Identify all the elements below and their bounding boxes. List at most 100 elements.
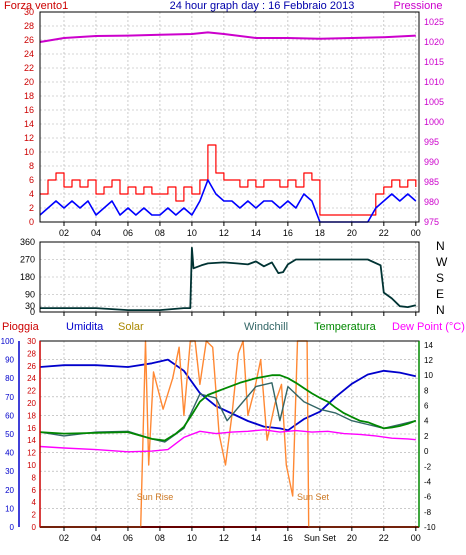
right-tick-label: 1020 <box>424 37 444 47</box>
x-tick-label: 00 <box>411 533 421 543</box>
dewpoint-line <box>39 429 416 453</box>
solar-tick-label: 18 <box>27 411 36 420</box>
x-tick-label: 12 <box>219 533 229 543</box>
right-tick-label: 1005 <box>424 97 444 107</box>
right-tick-label: 1000 <box>424 117 444 127</box>
solar-tick-label: 2 <box>32 511 37 520</box>
left-tick-label: 6 <box>29 175 34 185</box>
legend-dewpoint: Dew Point (°C) <box>392 321 465 333</box>
x-tick-label: 14 <box>251 228 261 238</box>
wind-pressure-series <box>39 31 417 223</box>
x-tick-label: 20 <box>347 228 357 238</box>
sunset-label: Sun Set <box>297 492 330 502</box>
right-tick-label: 980 <box>424 197 439 207</box>
humidity-tick-label: 10 <box>5 504 14 513</box>
x-tick-label: 04 <box>91 228 101 238</box>
direction-tick-label: 30 <box>25 301 35 311</box>
humidity-tick-label: 60 <box>5 411 14 420</box>
solar-tick-label: 30 <box>27 337 36 346</box>
x-tick-label: 10 <box>187 228 197 238</box>
legend-rain: Pioggia <box>2 321 40 333</box>
temperature-tick-label: 12 <box>424 356 433 365</box>
wind-pressure-frame <box>39 11 420 223</box>
temperature-tick-label: -8 <box>424 508 432 517</box>
x-tick-label: 20 <box>347 533 357 543</box>
humidity-tick-label: 30 <box>5 467 14 476</box>
legend-windchill: Windchill <box>244 321 288 333</box>
left-tick-label: 28 <box>24 21 34 31</box>
direction-tick-label: 270 <box>20 255 35 265</box>
right-tick-label: 990 <box>424 157 439 167</box>
x-tick-label: Sun Set <box>304 533 337 543</box>
weather-legend: Pioggia Umidita Solar Windchill Temperat… <box>2 321 465 333</box>
left-tick-label: 8 <box>29 161 34 171</box>
weather-axes: 0102030405060708090100024681012141618202… <box>1 337 436 543</box>
wind-direction-grid <box>40 241 419 313</box>
solar-tick-label: 0 <box>32 523 37 532</box>
x-tick-label: 10 <box>187 533 197 543</box>
legend-humidity: Umidita <box>66 321 104 333</box>
direction-tick-label: 90 <box>25 290 35 300</box>
direction-tick-label: 360 <box>20 237 35 247</box>
solar-tick-label: 8 <box>32 473 37 482</box>
left-tick-label: 10 <box>24 147 34 157</box>
solar-tick-label: 12 <box>27 449 36 458</box>
left-tick-label: 14 <box>24 119 34 129</box>
x-tick-label: 12 <box>219 228 229 238</box>
x-tick-label: 16 <box>283 228 293 238</box>
left-tick-label: 2 <box>29 203 34 213</box>
solar-tick-label: 28 <box>27 349 36 358</box>
temperature-tick-label: 14 <box>424 341 433 350</box>
temperature-tick-label: 10 <box>424 371 433 380</box>
solar-tick-label: 10 <box>27 461 36 470</box>
right-tick-label: 1015 <box>424 57 444 67</box>
right-tick-label: 1010 <box>424 77 444 87</box>
temperature-tick-label: -2 <box>424 462 432 471</box>
humidity-tick-label: 20 <box>5 486 14 495</box>
humidity-tick-label: 50 <box>5 430 14 439</box>
humidity-tick-label: 90 <box>5 356 14 365</box>
humidity-tick-label: 40 <box>5 449 14 458</box>
chart-title: 24 hour graph day : 16 Febbraio 2013 <box>170 0 355 12</box>
humidity-tick-label: 80 <box>5 374 14 383</box>
wind-pressure-axes: 0246810121416182022242628309759809859909… <box>24 7 444 238</box>
solar-tick-label: 24 <box>27 374 36 383</box>
solar-line <box>40 340 419 528</box>
left-tick-label: 30 <box>24 7 34 17</box>
left-tick-label: 0 <box>29 217 34 227</box>
right-tick-label: 975 <box>424 217 439 227</box>
humidity-tick-label: 100 <box>1 337 15 346</box>
left-tick-label: 18 <box>24 91 34 101</box>
compass-label: E <box>436 287 444 301</box>
left-tick-label: 4 <box>29 189 34 199</box>
right-tick-label: 985 <box>424 177 439 187</box>
humidity-tick-label: 0 <box>10 523 15 532</box>
x-tick-label: 22 <box>379 228 389 238</box>
left-tick-label: 16 <box>24 105 34 115</box>
right-tick-label: 1025 <box>424 17 444 27</box>
right-axis-title: Pressione <box>394 0 443 12</box>
direction-tick-label: 0 <box>30 307 35 317</box>
solar-tick-label: 22 <box>27 387 36 396</box>
wind-pressure-grid <box>40 11 419 223</box>
solar-tick-label: 16 <box>27 424 36 433</box>
wind-direction-series <box>40 246 417 311</box>
solar-tick-label: 6 <box>32 486 37 495</box>
solar-tick-label: 14 <box>27 436 36 445</box>
x-tick-label: 08 <box>155 533 165 543</box>
temperature-tick-label: 2 <box>424 432 429 441</box>
temperature-tick-label: -10 <box>424 523 436 532</box>
x-tick-label: 00 <box>411 228 421 238</box>
x-tick-label: 14 <box>251 533 261 543</box>
temperature-tick-label: 6 <box>424 402 429 411</box>
legend-temperature: Temperatura <box>314 321 377 333</box>
direction-line <box>40 246 417 311</box>
solar-tick-label: 20 <box>27 399 36 408</box>
temperature-tick-label: -6 <box>424 493 432 502</box>
x-tick-label: 02 <box>59 228 69 238</box>
compass-label: N <box>436 239 445 253</box>
solar-tick-label: 26 <box>27 362 36 371</box>
humidity-line <box>39 358 417 432</box>
